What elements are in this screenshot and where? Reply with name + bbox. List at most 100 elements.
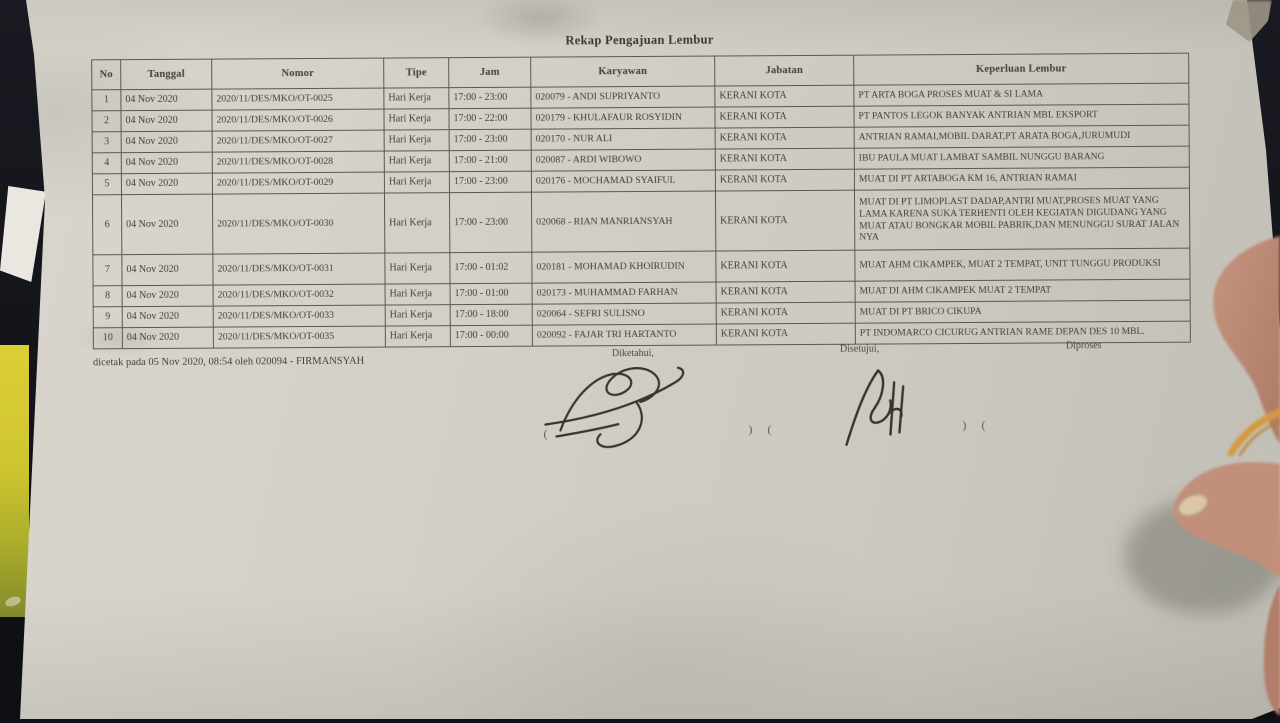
- table-cell: 020179 - KHULAFAUR ROSYIDIN: [530, 107, 716, 130]
- table-cell: 2020/11/DES/MKO/OT-0030: [212, 193, 385, 255]
- table-cell: Hari Kerja: [383, 87, 449, 110]
- table-cell: Hari Kerja: [384, 171, 450, 194]
- table-cell: KERANI KOTA: [715, 127, 855, 150]
- table-cell: 17:00 - 18:00: [450, 304, 533, 326]
- table-cell: 2020/11/DES/MKO/OT-0025: [211, 88, 384, 111]
- table-cell: IBU PAULA MUAT LAMBAT SAMBIL NUNGGU BARA…: [854, 146, 1190, 170]
- table-cell: 04 Nov 2020: [122, 306, 214, 328]
- table-cell: 04 Nov 2020: [121, 254, 214, 286]
- table-cell: 17:00 - 00:00: [450, 325, 533, 347]
- table-cell: 04 Nov 2020: [121, 152, 213, 174]
- printed-note: dicetak pada 05 Nov 2020, 08:54 oleh 020…: [92, 355, 365, 369]
- table-cell: MUAT DI PT ARTABOGA KM 16, ANTRIAN RAMAI: [854, 167, 1190, 191]
- table-row: 8 04 Nov 2020 2020/11/DES/MKO/OT-0032 Hari …: [93, 279, 1191, 307]
- table-cell: 020079 - ANDI SUPRIYANTO: [530, 86, 715, 109]
- label-diproses: Diproses: [1065, 340, 1102, 352]
- yellow-object: [0, 345, 29, 617]
- table-cell: 17:00 - 23:00: [449, 192, 532, 253]
- table-cell: 17:00 - 23:00: [449, 171, 532, 193]
- table-cell: 17:00 - 21:00: [449, 150, 532, 172]
- table-cell: 17:00 - 22:00: [448, 108, 532, 130]
- column-header: Tipe: [383, 57, 449, 89]
- table-cell: Hari Kerja: [384, 192, 450, 254]
- table-cell: KERANI KOTA: [714, 85, 854, 108]
- table-cell: KERANI KOTA: [716, 323, 856, 346]
- table-cell: 020087 - ARDI WIBOWO: [531, 149, 716, 172]
- table-row: 10 04 Nov 2020 2020/11/DES/MKO/OT-0035 Hari…: [93, 321, 1191, 349]
- table-cell: KERANI KOTA: [714, 106, 855, 129]
- label-diketahui: Diketahui,: [611, 347, 654, 360]
- column-header: Jabatan: [714, 55, 854, 87]
- table-cell: Hari Kerja: [384, 252, 451, 285]
- table-cell: 5: [92, 173, 122, 195]
- table-cell: 020064 - SEFRI SULISNO: [532, 303, 717, 326]
- table-cell: KERANI KOTA: [715, 169, 855, 192]
- table-cell: 3: [92, 131, 122, 153]
- table-cell: MUAT DI AHM CIKAMPEK MUAT 2 TEMPAT: [855, 279, 1191, 303]
- table-cell: 020092 - FAJAR TRI HARTANTO: [532, 324, 717, 347]
- table-row: 4 04 Nov 2020 2020/11/DES/MKO/OT-0028 Hari …: [92, 146, 1190, 174]
- table-cell: 17:00 - 23:00: [448, 87, 531, 109]
- table-cell: KERANI KOTA: [716, 281, 856, 304]
- table-cell: PT INDOMARCO CICURUG ANTRIAN RAME DEPAN …: [855, 321, 1191, 345]
- table-cell: Hari Kerja: [384, 129, 450, 152]
- table-cell: 2020/11/DES/MKO/OT-0029: [212, 172, 385, 195]
- table-cell: 7: [92, 254, 123, 286]
- table-cell: MUAT AHM CIKAMPEK, MUAT 2 TEMPAT, UNIT T…: [854, 248, 1191, 282]
- column-header: Tanggal: [120, 59, 212, 90]
- table-cell: 2020/11/DES/MKO/OT-0026: [211, 109, 385, 132]
- table-cell: 04 Nov 2020: [122, 327, 214, 349]
- table-row: 7 04 Nov 2020 2020/11/DES/MKO/OT-0031 Hari …: [92, 248, 1191, 286]
- table-cell: 020176 - MOCHAMAD SYAIFUL: [531, 170, 716, 193]
- column-header: Karyawan: [530, 56, 715, 88]
- table-cell: 020181 - MOHAMAD KHOIRUDIN: [531, 251, 717, 284]
- table-cell: 2020/11/DES/MKO/OT-0033: [213, 305, 386, 328]
- table-cell: 020173 - MUHAMMAD FARHAN: [532, 282, 717, 305]
- background-sheet: [0, 186, 46, 282]
- table-cell: 9: [93, 306, 123, 328]
- table-cell: 17:00 - 01:00: [450, 283, 533, 305]
- label-disetujui: Disetujui,: [839, 343, 880, 355]
- table-cell: 04 Nov 2020: [120, 89, 212, 111]
- table-cell: 6: [92, 194, 122, 255]
- table-cell: KERANI KOTA: [716, 302, 856, 325]
- table-cell: ANTRIAN RAMAI,MOBIL DARAT,PT ARATA BOGA,…: [854, 125, 1190, 149]
- table-cell: 020068 - RIAN MANRIANSYAH: [531, 191, 716, 253]
- table-cell: KERANI KOTA: [715, 148, 855, 171]
- table-cell: 2020/11/DES/MKO/OT-0032: [213, 284, 386, 307]
- table-row: 3 04 Nov 2020 2020/11/DES/MKO/OT-0027 Hari …: [92, 125, 1190, 153]
- table-cell: 10: [93, 327, 123, 349]
- table-cell: 2020/11/DES/MKO/OT-0028: [212, 151, 385, 174]
- signature-paren-mark: ) (: [962, 417, 992, 433]
- table-cell: MUAT DI PT BRICO CIKUPA: [855, 300, 1191, 324]
- table-cell: 2020/11/DES/MKO/OT-0035: [213, 326, 386, 349]
- table-cell: PT ARTA BOGA PROSES MUAT & SI LAMA: [853, 83, 1189, 107]
- table-cell: 04 Nov 2020: [120, 110, 213, 132]
- table-cell: PT PANTOS LEGOK BANYAK ANTRIAN MBL EKSPO…: [853, 104, 1190, 128]
- signature-diketahui: [544, 366, 685, 448]
- table-cell: 8: [93, 285, 123, 307]
- table-row: 9 04 Nov 2020 2020/11/DES/MKO/OT-0033 Hari …: [93, 300, 1191, 328]
- table-header-row: No Tanggal Nomor Tipe Jam Karyawan Jabatan Kepe…: [91, 53, 1189, 90]
- column-header: Jam: [448, 57, 531, 88]
- table-cell: 020170 - NUR ALI: [531, 128, 716, 151]
- table-row: 1 04 Nov 2020 2020/11/DES/MKO/OT-0025 Hari …: [91, 83, 1189, 111]
- table-cell: 1: [91, 89, 121, 111]
- table-cell: 17:00 - 23:00: [449, 129, 532, 151]
- signature-paren-mark: ) (: [748, 422, 778, 437]
- document-title: Rekap Pengajuan Lembur: [565, 32, 714, 48]
- column-header: Nomor: [211, 58, 384, 90]
- table-cell: KERANI KOTA: [715, 250, 856, 283]
- column-header: No: [91, 59, 121, 90]
- table-cell: Hari Kerja: [383, 108, 450, 131]
- table-cell: 04 Nov 2020: [121, 194, 213, 255]
- table-cell: 17:00 - 01:02: [449, 252, 533, 284]
- table-cell: Hari Kerja: [384, 150, 450, 173]
- table-row: 6 04 Nov 2020 2020/11/DES/MKO/OT-0030 Hari …: [92, 188, 1190, 255]
- table-cell: 04 Nov 2020: [122, 285, 214, 307]
- table-cell: KERANI KOTA: [715, 190, 855, 252]
- table-cell: 04 Nov 2020: [121, 131, 213, 153]
